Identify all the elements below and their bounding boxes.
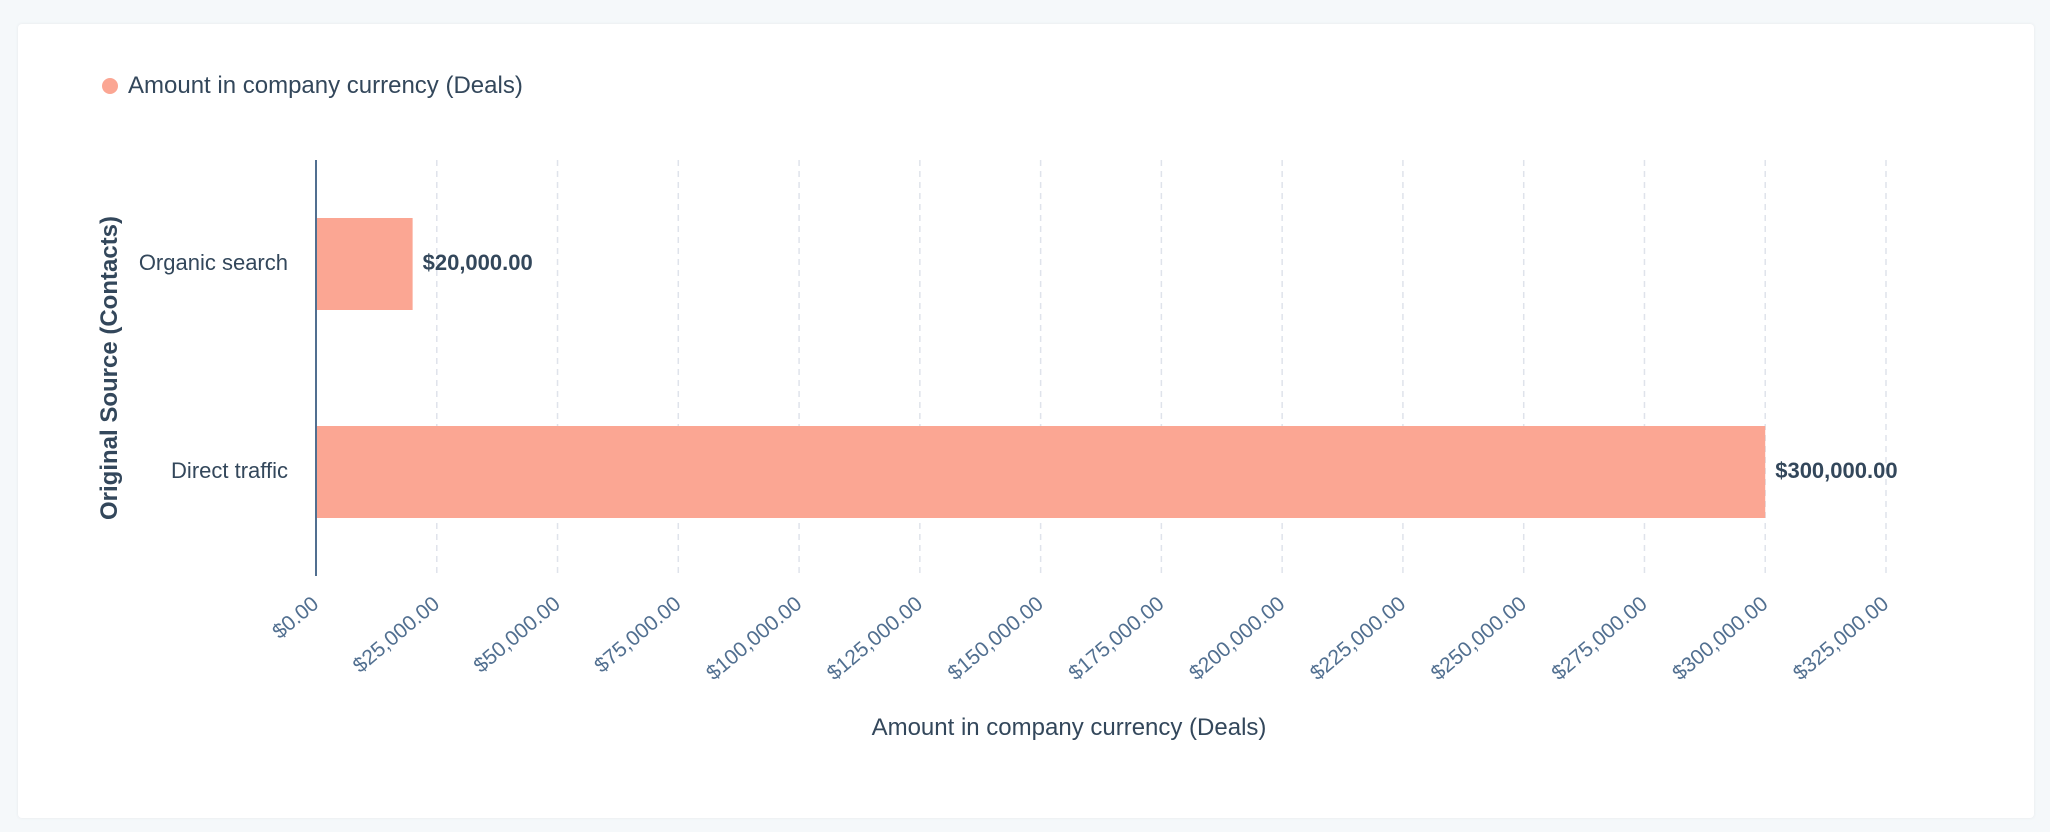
category-labels: Organic search Direct traffic: [139, 250, 288, 483]
x-tick-label: $200,000.00: [1185, 592, 1289, 685]
x-tick-label: $150,000.00: [944, 592, 1048, 685]
chart-card: [18, 24, 2034, 818]
bar[interactable]: [317, 426, 1766, 518]
y-axis-title: Original Source (Contacts): [96, 216, 123, 520]
x-tick-label: $275,000.00: [1547, 592, 1651, 685]
bar[interactable]: [317, 218, 413, 310]
x-tick-label: $250,000.00: [1427, 592, 1531, 685]
x-tick-label: $50,000.00: [469, 592, 564, 677]
legend-swatch: [102, 78, 118, 94]
x-tick-label: $100,000.00: [702, 592, 806, 685]
x-tick-label: $75,000.00: [590, 592, 685, 677]
x-tick-label: $225,000.00: [1306, 592, 1410, 685]
legend: Amount in company currency (Deals): [102, 72, 523, 100]
category-label: Organic search: [139, 250, 288, 275]
data-label: $300,000.00: [1775, 458, 1897, 483]
x-axis-title: Amount in company currency (Deals): [872, 714, 1267, 741]
category-label: Direct traffic: [171, 458, 288, 483]
x-tick-label: $0.00: [268, 592, 323, 643]
x-tick-label: $300,000.00: [1668, 592, 1772, 685]
data-labels: $20,000.00 $300,000.00: [423, 250, 1898, 483]
x-tick-label: $325,000.00: [1789, 592, 1893, 685]
legend-label: Amount in company currency (Deals): [128, 72, 523, 99]
data-label: $20,000.00: [423, 250, 533, 275]
bars: [317, 218, 1766, 518]
x-tick-label: $125,000.00: [823, 592, 927, 685]
x-tick-label: $175,000.00: [1064, 592, 1168, 685]
x-axis-ticks: $0.00 $25,000.00 $50,000.00 $75,000.00 $100,…: [268, 592, 1893, 685]
x-tick-label: $25,000.00: [349, 592, 444, 677]
